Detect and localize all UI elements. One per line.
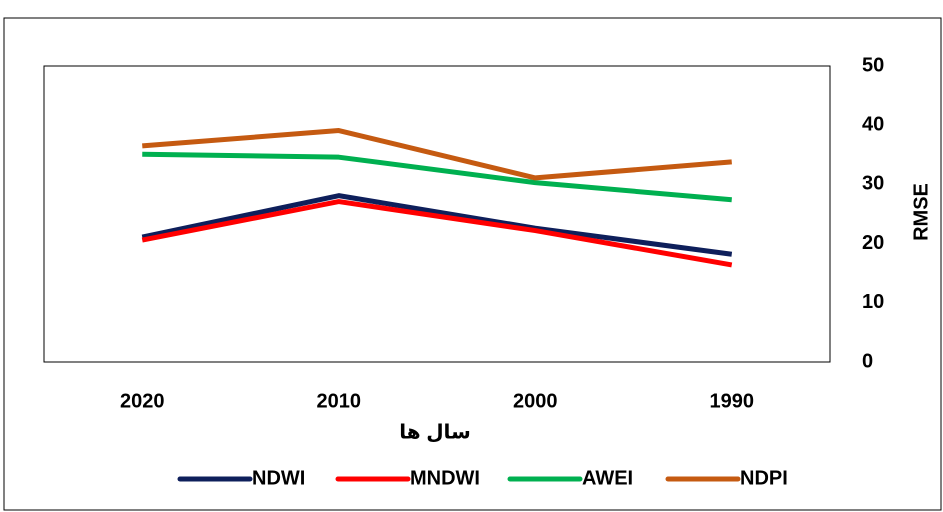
legend-label: MNDWI: [410, 467, 480, 489]
y-axis-label: RMSE: [910, 183, 932, 241]
series-line: [141, 193, 733, 257]
series-line: [141, 199, 733, 268]
y-tick-label: 20: [862, 232, 884, 254]
legend-label: NDPI: [740, 467, 788, 489]
plot-area: [43, 65, 831, 363]
x-tick-label: 2000: [513, 390, 558, 412]
chart-frame: [3, 17, 942, 511]
y-tick-label: 50: [862, 54, 884, 76]
y-tick-label: 40: [862, 113, 884, 135]
x-tick-label: 2020: [120, 390, 165, 412]
y-tick-label: 30: [862, 173, 884, 195]
y-tick-label: 10: [862, 291, 884, 313]
x-tick-label: 2010: [317, 390, 362, 412]
series-line: [142, 151, 732, 203]
legend-label: AWEI: [582, 467, 633, 489]
x-tick-label: 1990: [710, 390, 755, 412]
y-tick-label: 0: [862, 350, 873, 372]
series-line: [142, 128, 732, 181]
x-axis-label: سال ها: [399, 421, 470, 443]
legend-label: NDWI: [252, 467, 305, 489]
